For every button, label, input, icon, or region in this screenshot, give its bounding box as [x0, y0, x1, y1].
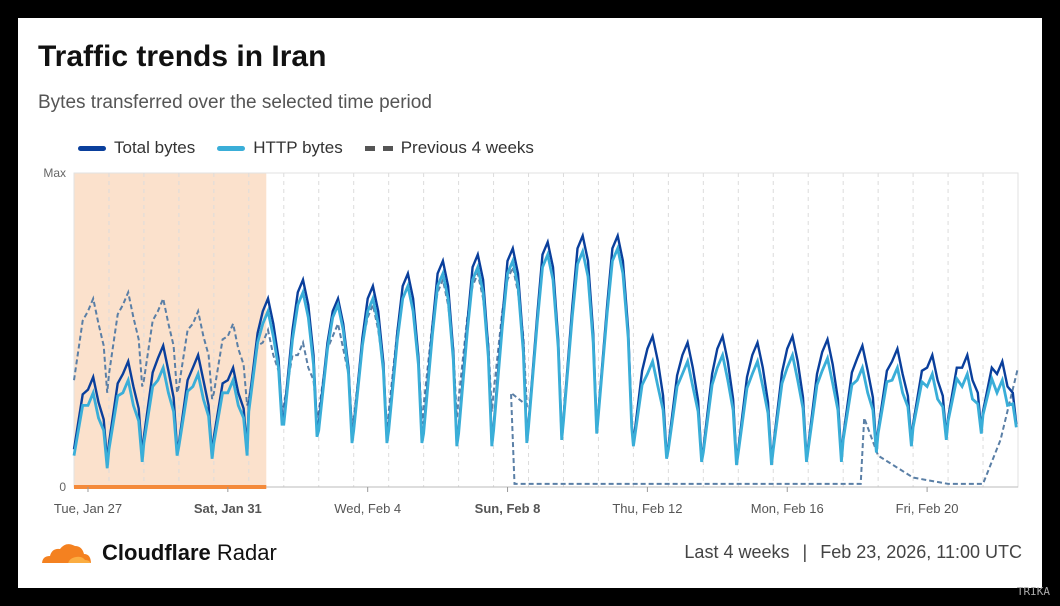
range-label[interactable]: Last 4 weeks	[684, 542, 790, 562]
chart-legend: Total bytes HTTP bytes Previous 4 weeks	[78, 138, 556, 158]
x-tick-label-2: Wed, Feb 4	[334, 501, 401, 516]
legend-swatch-previous-4-weeks	[364, 145, 393, 151]
y-tick-label-max: Max	[43, 166, 66, 180]
series-line-total-bytes	[72, 231, 1018, 463]
timestamp-label: Feb 23, 2026, 11:00 UTC	[820, 542, 1022, 562]
brand-name: Cloudflare Radar	[102, 540, 277, 566]
legend-item-total-bytes[interactable]: Total bytes	[78, 138, 195, 158]
x-tick-label-5: Mon, Feb 16	[751, 501, 824, 516]
page-title: Traffic trends in Iran	[38, 40, 327, 73]
cloudflare-cloud-icon	[42, 544, 91, 565]
highlight-region	[74, 173, 267, 487]
chart-card: Traffic trends in Iran Bytes transferred…	[18, 18, 1042, 588]
legend-label-http-bytes: HTTP bytes	[253, 138, 343, 157]
x-tick-label-1: Sat, Jan 31	[194, 501, 262, 516]
outage-indicator-bar	[74, 485, 267, 489]
traffic-chart: Max 0 Tue, Jan 27 Sat, Jan 31 Wed, Feb 4 Sun,…	[43, 166, 1019, 516]
watermark: TRIKA	[1016, 585, 1050, 598]
cloudflare-radar-logo: Cloudflare Radar	[38, 538, 277, 568]
time-range-info: Last 4 weeks | Feb 23, 2026, 11:00 UTC	[684, 542, 1022, 563]
brand-cloudflare: Cloudflare	[102, 540, 211, 565]
legend-swatch-total-bytes	[78, 145, 106, 151]
x-tick-label-0: Tue, Jan 27	[54, 501, 122, 516]
brand-radar: Radar	[216, 540, 277, 565]
series-line-previous-4-weeks	[73, 263, 1019, 485]
x-tick-label-6: Fri, Feb 20	[896, 501, 959, 516]
page-subtitle: Bytes transferred over the selected time…	[38, 92, 432, 113]
legend-label-previous-4-weeks: Previous 4 weeks	[400, 138, 534, 157]
series-line-http-bytes	[72, 243, 1018, 469]
legend-item-http-bytes[interactable]: HTTP bytes	[217, 138, 343, 158]
x-tick-label-3: Sun, Feb 8	[475, 501, 541, 516]
y-tick-label-zero: 0	[59, 480, 66, 494]
legend-label-total-bytes: Total bytes	[114, 138, 196, 157]
x-tick-label-4: Thu, Feb 12	[612, 501, 682, 516]
legend-item-previous-4-weeks[interactable]: Previous 4 weeks	[364, 138, 534, 158]
legend-swatch-http-bytes	[217, 145, 246, 151]
footer-separator: |	[802, 542, 808, 562]
